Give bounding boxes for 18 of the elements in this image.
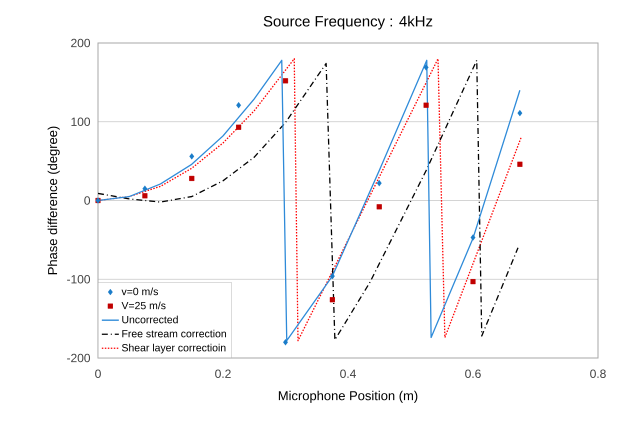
legend-label: V=25 m/s — [122, 302, 166, 310]
legend-label: Uncorrected — [122, 316, 178, 324]
y-tick-label: 100 — [71, 118, 90, 126]
x-tick-label: 0.8 — [590, 369, 606, 378]
x-axis-title: Microphone Position (m) — [278, 390, 418, 403]
y-axis-title: Phase difference (degree) — [48, 126, 60, 274]
x-tick-label: 0.2 — [215, 369, 231, 378]
legend-label: v=0 m/s — [122, 288, 158, 296]
y-tick-label: 0 — [84, 196, 90, 205]
y-tick-label: -200 — [67, 354, 90, 362]
y-tick-label: 200 — [71, 38, 90, 48]
x-tick-label: 0.4 — [340, 369, 356, 378]
x-tick-label: 0.6 — [465, 369, 481, 378]
y-tick-label: -100 — [67, 275, 90, 284]
legend-label: Free stream correction — [122, 330, 226, 338]
chart-title: Source Frequency : 4kHz — [264, 16, 432, 30]
x-tick-label: 0 — [95, 369, 101, 378]
legend-label: Shear layer correctioin — [122, 344, 226, 354]
